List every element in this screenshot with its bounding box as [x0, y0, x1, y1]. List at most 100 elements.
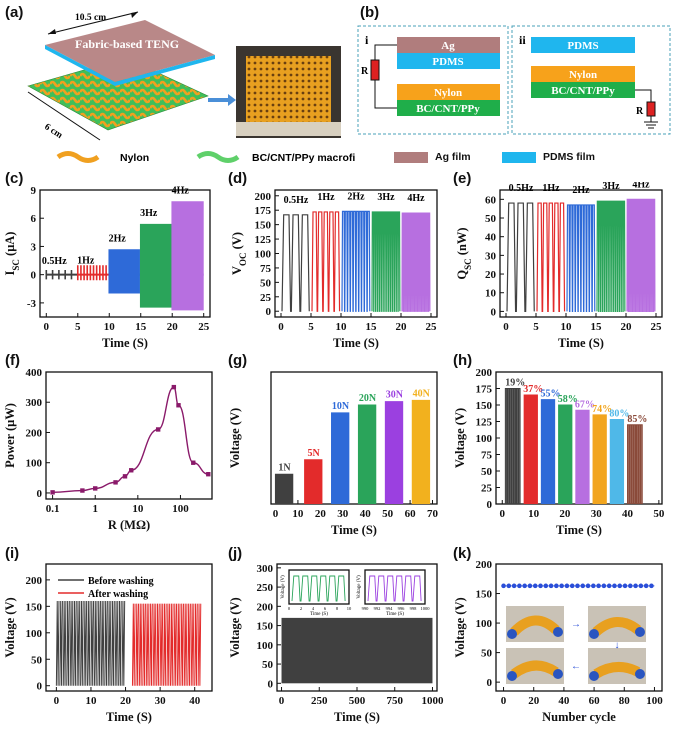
data-point — [171, 384, 177, 390]
y-tick-label: 200 — [476, 559, 493, 571]
series-3Hz — [371, 211, 401, 312]
x-tick-label: 50 — [382, 508, 394, 520]
y-tick-label: 250 — [257, 582, 274, 594]
x-tick-label: 60 — [589, 695, 601, 707]
plot-frame — [499, 189, 663, 318]
legend-label: After washing — [88, 589, 148, 600]
legend-ag-swatch — [394, 152, 428, 163]
b-i-wire-top — [374, 44, 397, 60]
series-label: 19% — [505, 378, 525, 389]
x-tick-label: 25 — [651, 321, 663, 333]
y-tick-label: 50 — [260, 277, 272, 289]
data-point — [80, 488, 85, 493]
x-axis-label: Time (S) — [333, 336, 379, 350]
y-axis-label: VOC (V) — [230, 232, 248, 275]
bending-fabric — [510, 615, 560, 636]
top-dim-arrowhead-left — [48, 29, 56, 34]
x-tick-label: 0 — [273, 508, 279, 520]
y-tick-label: 0 — [31, 270, 37, 282]
x-tick-label: 5 — [308, 321, 314, 333]
b-i-pdms-layer — [397, 53, 500, 69]
x-tick-label: 750 — [386, 695, 403, 707]
b-i-ag-layer — [397, 37, 500, 53]
chart-k: 0 20 40 60 80 100 0 50 100 150 200 Number cycle Volt… — [453, 559, 663, 724]
plot-frame — [495, 563, 663, 692]
series-20N — [357, 404, 377, 504]
chart-d: 0 5 10 15 20 25 0 25 50 75 100 125 150 175 200 Time (S)… — [230, 189, 438, 350]
x-tick-label: 10 — [85, 695, 97, 707]
inset-x-tick-label: 10 — [347, 606, 352, 611]
data-point — [176, 403, 181, 408]
pdms-film-edge-left — [45, 45, 115, 86]
series-After washing — [131, 603, 202, 686]
series-0.5Hz — [506, 202, 535, 312]
y-tick-label: 60 — [485, 194, 497, 206]
x-tick-label: 0 — [500, 508, 506, 520]
inset-x-label: Time (S) — [310, 612, 328, 617]
glove-left — [589, 671, 599, 681]
series-label: 10N — [332, 401, 350, 412]
panel-label-d: (d) — [228, 170, 248, 187]
x-tick-label: 100 — [172, 503, 189, 515]
series-19% — [504, 387, 521, 504]
x-tick-label: 20 — [396, 321, 408, 333]
y-tick-label: 150 — [476, 400, 493, 412]
panel-label-i: (i) — [5, 545, 20, 562]
y-tick-label: 50 — [481, 648, 493, 660]
y-tick-label: 0 — [37, 488, 43, 500]
legend-pdms-swatch — [502, 152, 536, 163]
data-point — [50, 490, 55, 495]
annotation: 2Hz — [109, 234, 127, 245]
legend-ag-label: Ag film — [435, 151, 471, 163]
ag-film-top — [45, 20, 215, 82]
panel-label-b: (b) — [360, 4, 380, 21]
series-1Hz — [536, 202, 566, 312]
y-tick-label: 50 — [481, 466, 493, 478]
bending-fabric — [510, 660, 559, 679]
panel-label-e: (e) — [453, 170, 472, 187]
y-tick-label: 40 — [485, 232, 497, 244]
series-37% — [523, 394, 538, 504]
y-tick-label: 200 — [257, 601, 274, 613]
y-tick-label: 0 — [491, 306, 497, 318]
y-tick-label: 50 — [485, 213, 497, 225]
y-tick-label: 25 — [481, 483, 493, 495]
inset-x-tick-label: 990 — [362, 606, 370, 611]
series-80% — [609, 418, 625, 504]
x-tick-label: 25 — [198, 321, 210, 333]
y-tick-label: 75 — [260, 263, 272, 275]
y-tick-label: 150 — [476, 589, 493, 601]
data-point — [113, 480, 118, 485]
x-tick-label: 10 — [336, 321, 348, 333]
b-ii-bc-layer — [531, 82, 635, 98]
inset-y-label: Voltage (V) — [281, 575, 286, 599]
y-tick-label: 0 — [266, 306, 272, 318]
photo-fabric — [246, 56, 331, 122]
x-tick-label: 5 — [533, 321, 539, 333]
annotation: 3Hz — [377, 192, 395, 203]
x-axis-label: Time (S) — [106, 710, 152, 724]
series-label: 55% — [540, 389, 560, 400]
series-1N — [274, 473, 294, 504]
y-tick-label: 6 — [31, 213, 37, 225]
x-tick-label: 10 — [292, 508, 304, 520]
x-tick-label: 40 — [360, 508, 372, 520]
power-curve — [52, 386, 209, 494]
arrow-right: → — [571, 619, 581, 630]
series-label: 40N — [413, 388, 431, 399]
series-10N — [331, 412, 350, 504]
y-tick-label: 125 — [255, 234, 272, 246]
x-tick-label: 25 — [426, 321, 438, 333]
inset-x-tick-label: 992 — [374, 606, 381, 611]
top-dim-arrow — [47, 11, 139, 35]
series-67% — [575, 409, 590, 504]
inset-x-tick-label: 0 — [288, 606, 291, 611]
b-i-nylon-label: Nylon — [434, 87, 462, 99]
y-tick-label: 200 — [26, 575, 43, 587]
y-tick-label: 30 — [485, 250, 497, 262]
annotation: 1Hz — [77, 255, 95, 266]
glove-right — [635, 627, 645, 637]
inset-y-label: Voltage (V) — [357, 575, 362, 599]
y-tick-label: 10 — [485, 288, 497, 300]
x-tick-label: 40 — [622, 508, 634, 520]
